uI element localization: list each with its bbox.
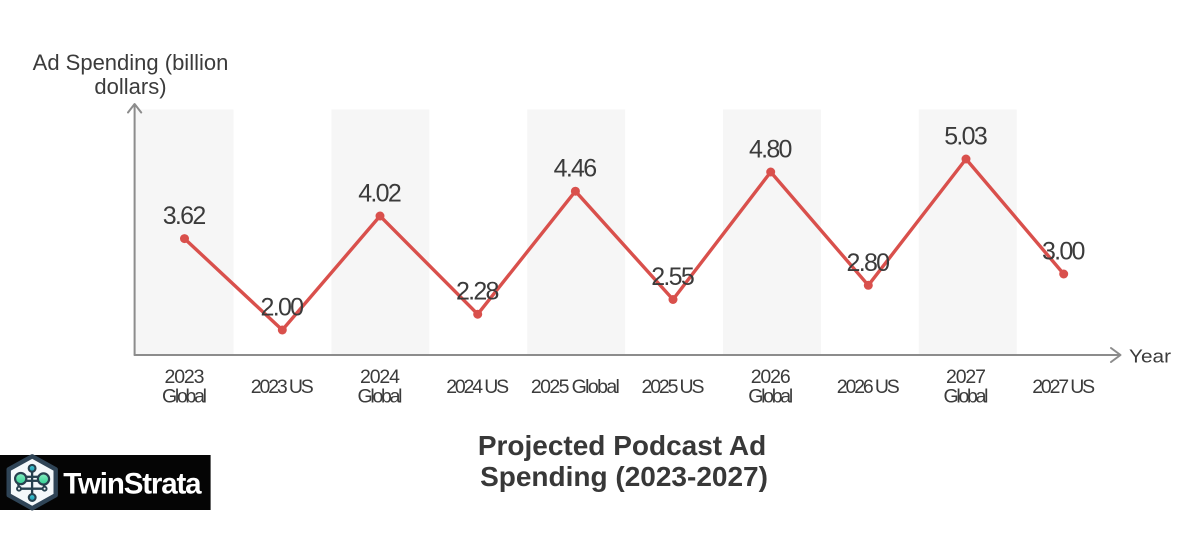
svg-text:2023: 2023 [165, 366, 205, 388]
svg-text:2025 Global: 2025 Global [531, 376, 620, 398]
svg-text:Global: Global [944, 386, 989, 408]
svg-text:TwinStrata: TwinStrata [63, 468, 202, 501]
svg-text:2025 US: 2025 US [642, 376, 705, 398]
svg-text:2027: 2027 [946, 366, 986, 388]
svg-text:5.03: 5.03 [944, 123, 988, 151]
svg-text:2.80: 2.80 [847, 249, 891, 277]
svg-text:2.55: 2.55 [651, 263, 695, 291]
svg-text:2026: 2026 [751, 366, 791, 388]
svg-text:Global: Global [748, 386, 793, 408]
svg-text:4.02: 4.02 [358, 180, 402, 208]
svg-text:3.62: 3.62 [163, 202, 207, 230]
svg-text:2024: 2024 [360, 366, 400, 388]
svg-text:2023 US: 2023 US [251, 376, 314, 398]
svg-text:Global: Global [162, 386, 207, 408]
svg-text:2027 US: 2027 US [1032, 376, 1095, 398]
svg-text:dollars): dollars) [94, 74, 166, 99]
svg-text:3.00: 3.00 [1042, 238, 1086, 266]
svg-text:2.28: 2.28 [456, 278, 500, 306]
svg-text:Year: Year [1129, 347, 1171, 367]
svg-text:2026 US: 2026 US [837, 376, 900, 398]
svg-text:4.80: 4.80 [749, 136, 793, 164]
svg-text:2.00: 2.00 [261, 294, 305, 322]
svg-text:Projected Podcast Ad: Projected Podcast Ad [478, 430, 766, 461]
svg-text:Ad Spending (billion: Ad Spending (billion [33, 50, 229, 75]
svg-text:Spending (2023-2027): Spending (2023-2027) [480, 461, 768, 492]
svg-text:Global: Global [358, 386, 403, 408]
svg-text:2024 US: 2024 US [446, 376, 509, 398]
svg-text:4.46: 4.46 [554, 155, 598, 183]
